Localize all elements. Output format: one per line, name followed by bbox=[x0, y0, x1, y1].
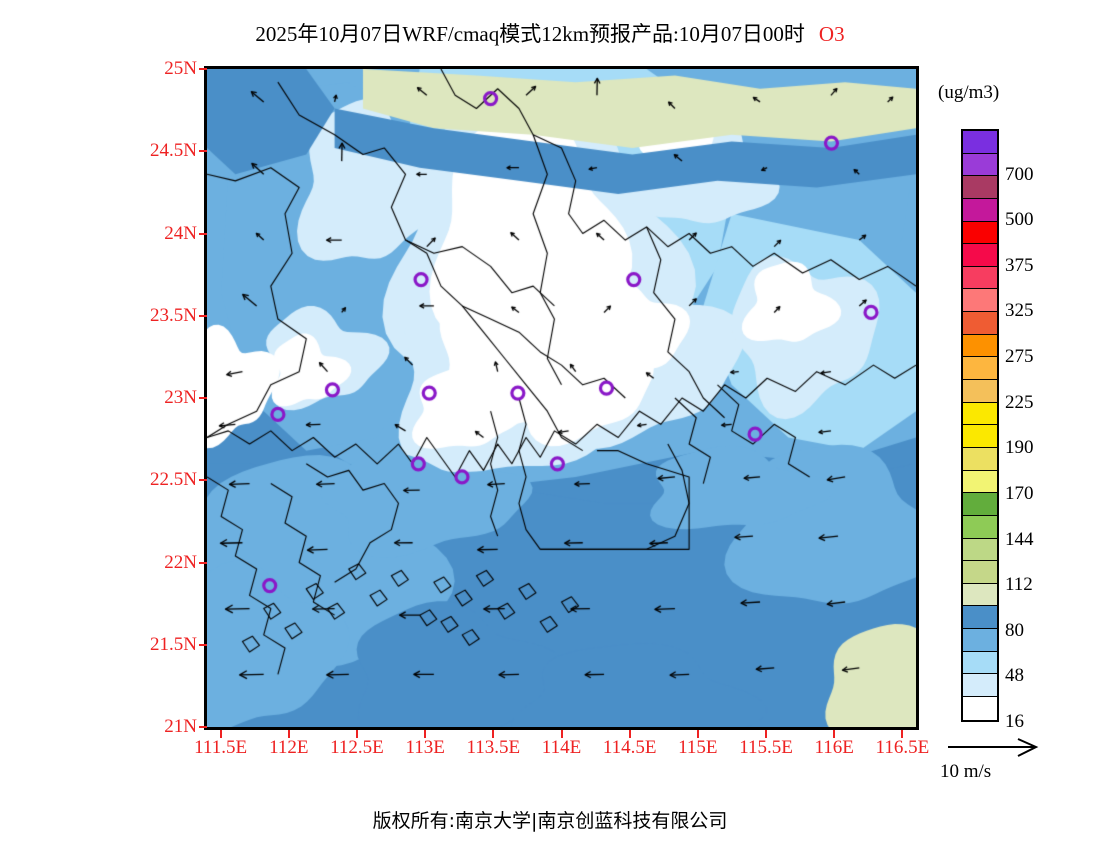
wind-scale-label: 10 m/s bbox=[940, 761, 992, 782]
colorbar-band bbox=[963, 447, 997, 471]
colorbar-unit-label: (ug/m3) bbox=[938, 82, 1000, 103]
x-axis-tick bbox=[219, 730, 222, 738]
x-axis-tick bbox=[833, 730, 836, 738]
title-text: 2025年10月07日WRF/cmaq模式12km预报产品:10月07日00时 bbox=[255, 22, 805, 46]
x-axis-tick-label: 113.5E bbox=[466, 737, 521, 758]
y-axis-tick-label: 21N bbox=[164, 716, 197, 737]
colorbar-band bbox=[963, 334, 997, 358]
x-axis-tick-label: 112E bbox=[269, 737, 309, 758]
y-axis-tick-label: 23N bbox=[164, 387, 197, 408]
colorbar-band bbox=[963, 131, 997, 154]
forecast-map[interactable] bbox=[204, 66, 919, 730]
x-axis-tick-label: 115E bbox=[678, 737, 718, 758]
colorbar bbox=[961, 129, 999, 722]
x-axis-tick bbox=[765, 730, 768, 738]
colorbar-band bbox=[963, 606, 997, 630]
colorbar-band bbox=[963, 244, 997, 267]
colorbar-band bbox=[963, 674, 997, 698]
x-axis-tick bbox=[287, 730, 290, 738]
colorbar-band bbox=[963, 198, 997, 222]
colorbar-band bbox=[963, 402, 997, 426]
map-contour-canvas bbox=[207, 69, 916, 727]
y-axis-tick-label: 22N bbox=[164, 551, 197, 573]
colorbar-tick-label: 500 bbox=[1005, 209, 1034, 231]
x-axis-tick-label: 114.5E bbox=[602, 737, 657, 758]
title-species-label: O3 bbox=[818, 22, 845, 46]
colorbar-tick-label: 170 bbox=[1005, 482, 1034, 504]
chart-title: 2025年10月07日WRF/cmaq模式12km预报产品:10月07日00时 O… bbox=[0, 18, 1100, 48]
x-axis-tick bbox=[492, 730, 495, 738]
colorbar-band bbox=[963, 629, 997, 652]
colorbar-tick-label: 275 bbox=[1005, 346, 1034, 368]
colorbar-band bbox=[963, 153, 997, 177]
x-axis-tick bbox=[560, 730, 563, 738]
x-axis-tick-label: 112.5E bbox=[330, 737, 384, 758]
colorbar-band bbox=[963, 312, 997, 335]
colorbar-band bbox=[963, 515, 997, 539]
colorbar-tick-label: 375 bbox=[1005, 254, 1034, 276]
x-axis-tick bbox=[628, 730, 631, 738]
colorbar-band bbox=[963, 425, 997, 448]
colorbar-tick-label: 16 bbox=[1005, 711, 1024, 732]
colorbar-tick-label: 700 bbox=[1005, 163, 1034, 185]
colorbar-band bbox=[963, 266, 997, 290]
right-arrow-icon bbox=[948, 738, 1039, 757]
colorbar-band bbox=[963, 289, 997, 313]
colorbar-band bbox=[963, 651, 997, 675]
x-axis-tick bbox=[696, 730, 699, 738]
wind-scale-key: 10 m/s bbox=[938, 738, 1088, 783]
x-axis-tick-label: 113E bbox=[405, 737, 445, 758]
colorbar-tick-label: 144 bbox=[1005, 528, 1034, 550]
y-axis-tick-label: 24N bbox=[164, 222, 197, 244]
colorbar-band bbox=[963, 583, 997, 607]
x-axis-tick bbox=[424, 730, 427, 738]
colorbar-band bbox=[963, 176, 997, 199]
y-axis-tick-label: 21.5N bbox=[150, 633, 197, 655]
colorbar-band bbox=[963, 357, 997, 381]
y-axis-tick-label: 24.5N bbox=[150, 140, 197, 162]
colorbar-band bbox=[963, 697, 997, 720]
y-axis-tick-label: 25N bbox=[164, 58, 197, 79]
colorbar-tick-label: 112 bbox=[1005, 574, 1033, 596]
colorbar-band bbox=[963, 493, 997, 516]
colorbar-tick-label: 190 bbox=[1005, 437, 1034, 459]
y-axis-tick-label: 23.5N bbox=[150, 304, 197, 326]
copyright-footer: 版权所有:南京大学|南京创蓝科技有限公司 bbox=[372, 810, 728, 832]
x-axis-tick-label: 111.5E bbox=[194, 737, 248, 758]
colorbar-band bbox=[963, 470, 997, 494]
x-axis-tick-label: 115.5E bbox=[739, 737, 793, 758]
colorbar-tick-labels: 700 500 375 325 275 225 190 170 144 112 80 48 16 bbox=[1005, 129, 1100, 732]
colorbar-tick-label: 225 bbox=[1005, 391, 1034, 413]
x-axis-tick bbox=[901, 730, 904, 738]
x-axis-tick-label: 114E bbox=[541, 737, 582, 758]
y-axis-tick-label: 22.5N bbox=[150, 469, 197, 491]
colorbar-band bbox=[963, 561, 997, 584]
colorbar-tick-label: 325 bbox=[1005, 300, 1034, 322]
colorbar-band bbox=[963, 380, 997, 403]
colorbar-band bbox=[963, 221, 997, 245]
colorbar-tick-label: 48 bbox=[1005, 665, 1024, 687]
colorbar-tick-label: 80 bbox=[1005, 619, 1024, 641]
x-axis-tick bbox=[355, 730, 358, 738]
colorbar-band bbox=[963, 538, 997, 562]
x-axis-tick-label: 116E bbox=[814, 737, 854, 758]
